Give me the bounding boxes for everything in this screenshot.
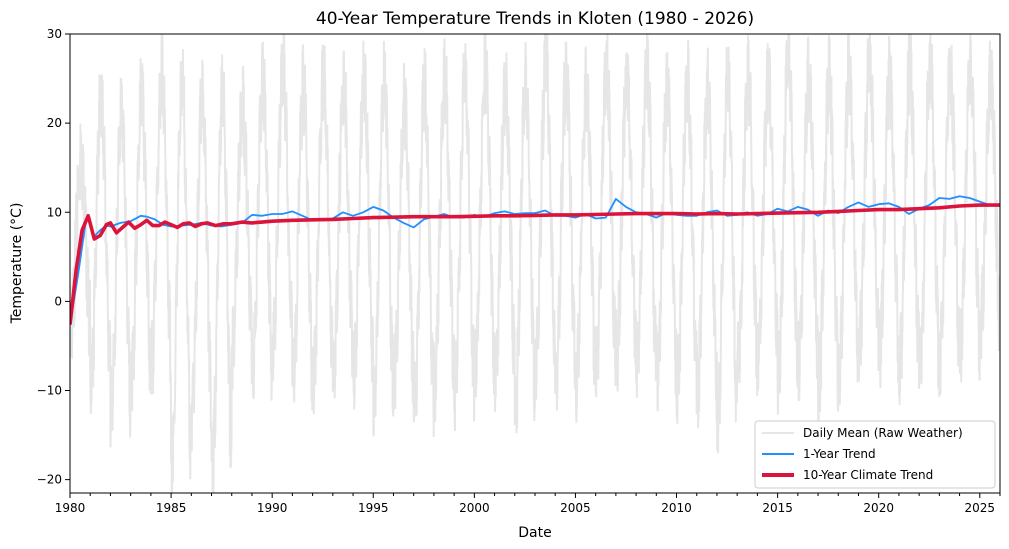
legend-frame — [754, 420, 996, 489]
x-tick-label: 2020 — [863, 501, 894, 515]
legend-label-1-year-trend: 1-Year Trend — [803, 447, 876, 461]
y-axis-label: Temperature (°C) — [9, 203, 25, 325]
y-tick-label: 30 — [47, 27, 62, 41]
x-tick-label: 2010 — [661, 501, 692, 515]
y-tick-label: −20 — [37, 473, 62, 487]
x-tick-label: 2000 — [459, 501, 490, 515]
x-axis: 1980 1985 1990 1995 2000 2005 2010 2015 2020 2025 — [55, 493, 1001, 515]
y-tick-label: 20 — [47, 116, 62, 130]
y-tick-label: −10 — [37, 384, 62, 398]
legend-label-10-year-trend: 10-Year Climate Trend — [803, 468, 933, 482]
x-tick-label: 2015 — [762, 501, 793, 515]
chart-legend: Daily Mean (Raw Weather) 1-Year Trend 10… — [754, 420, 996, 489]
x-tick-label: 2005 — [560, 501, 591, 515]
x-tick-label: 1990 — [257, 501, 288, 515]
x-tick-label: 2025 — [965, 501, 996, 515]
plot-area — [70, 34, 1000, 493]
y-axis: −20 −10 0 10 20 30 — [37, 27, 70, 487]
series-daily-mean-line — [70, 34, 1000, 493]
legend-label-daily-mean: Daily Mean (Raw Weather) — [803, 426, 963, 440]
series-10-year-trend-line — [70, 203, 1000, 325]
y-tick-label: 0 — [54, 294, 62, 308]
x-axis-label: Date — [518, 525, 551, 541]
x-tick-label: 1995 — [358, 501, 389, 515]
y-tick-label: 10 — [47, 205, 62, 219]
chart-title: 40-Year Temperature Trends in Kloten (19… — [316, 9, 754, 29]
x-tick-label: 1985 — [156, 501, 187, 515]
x-tick-label: 1980 — [55, 501, 86, 515]
